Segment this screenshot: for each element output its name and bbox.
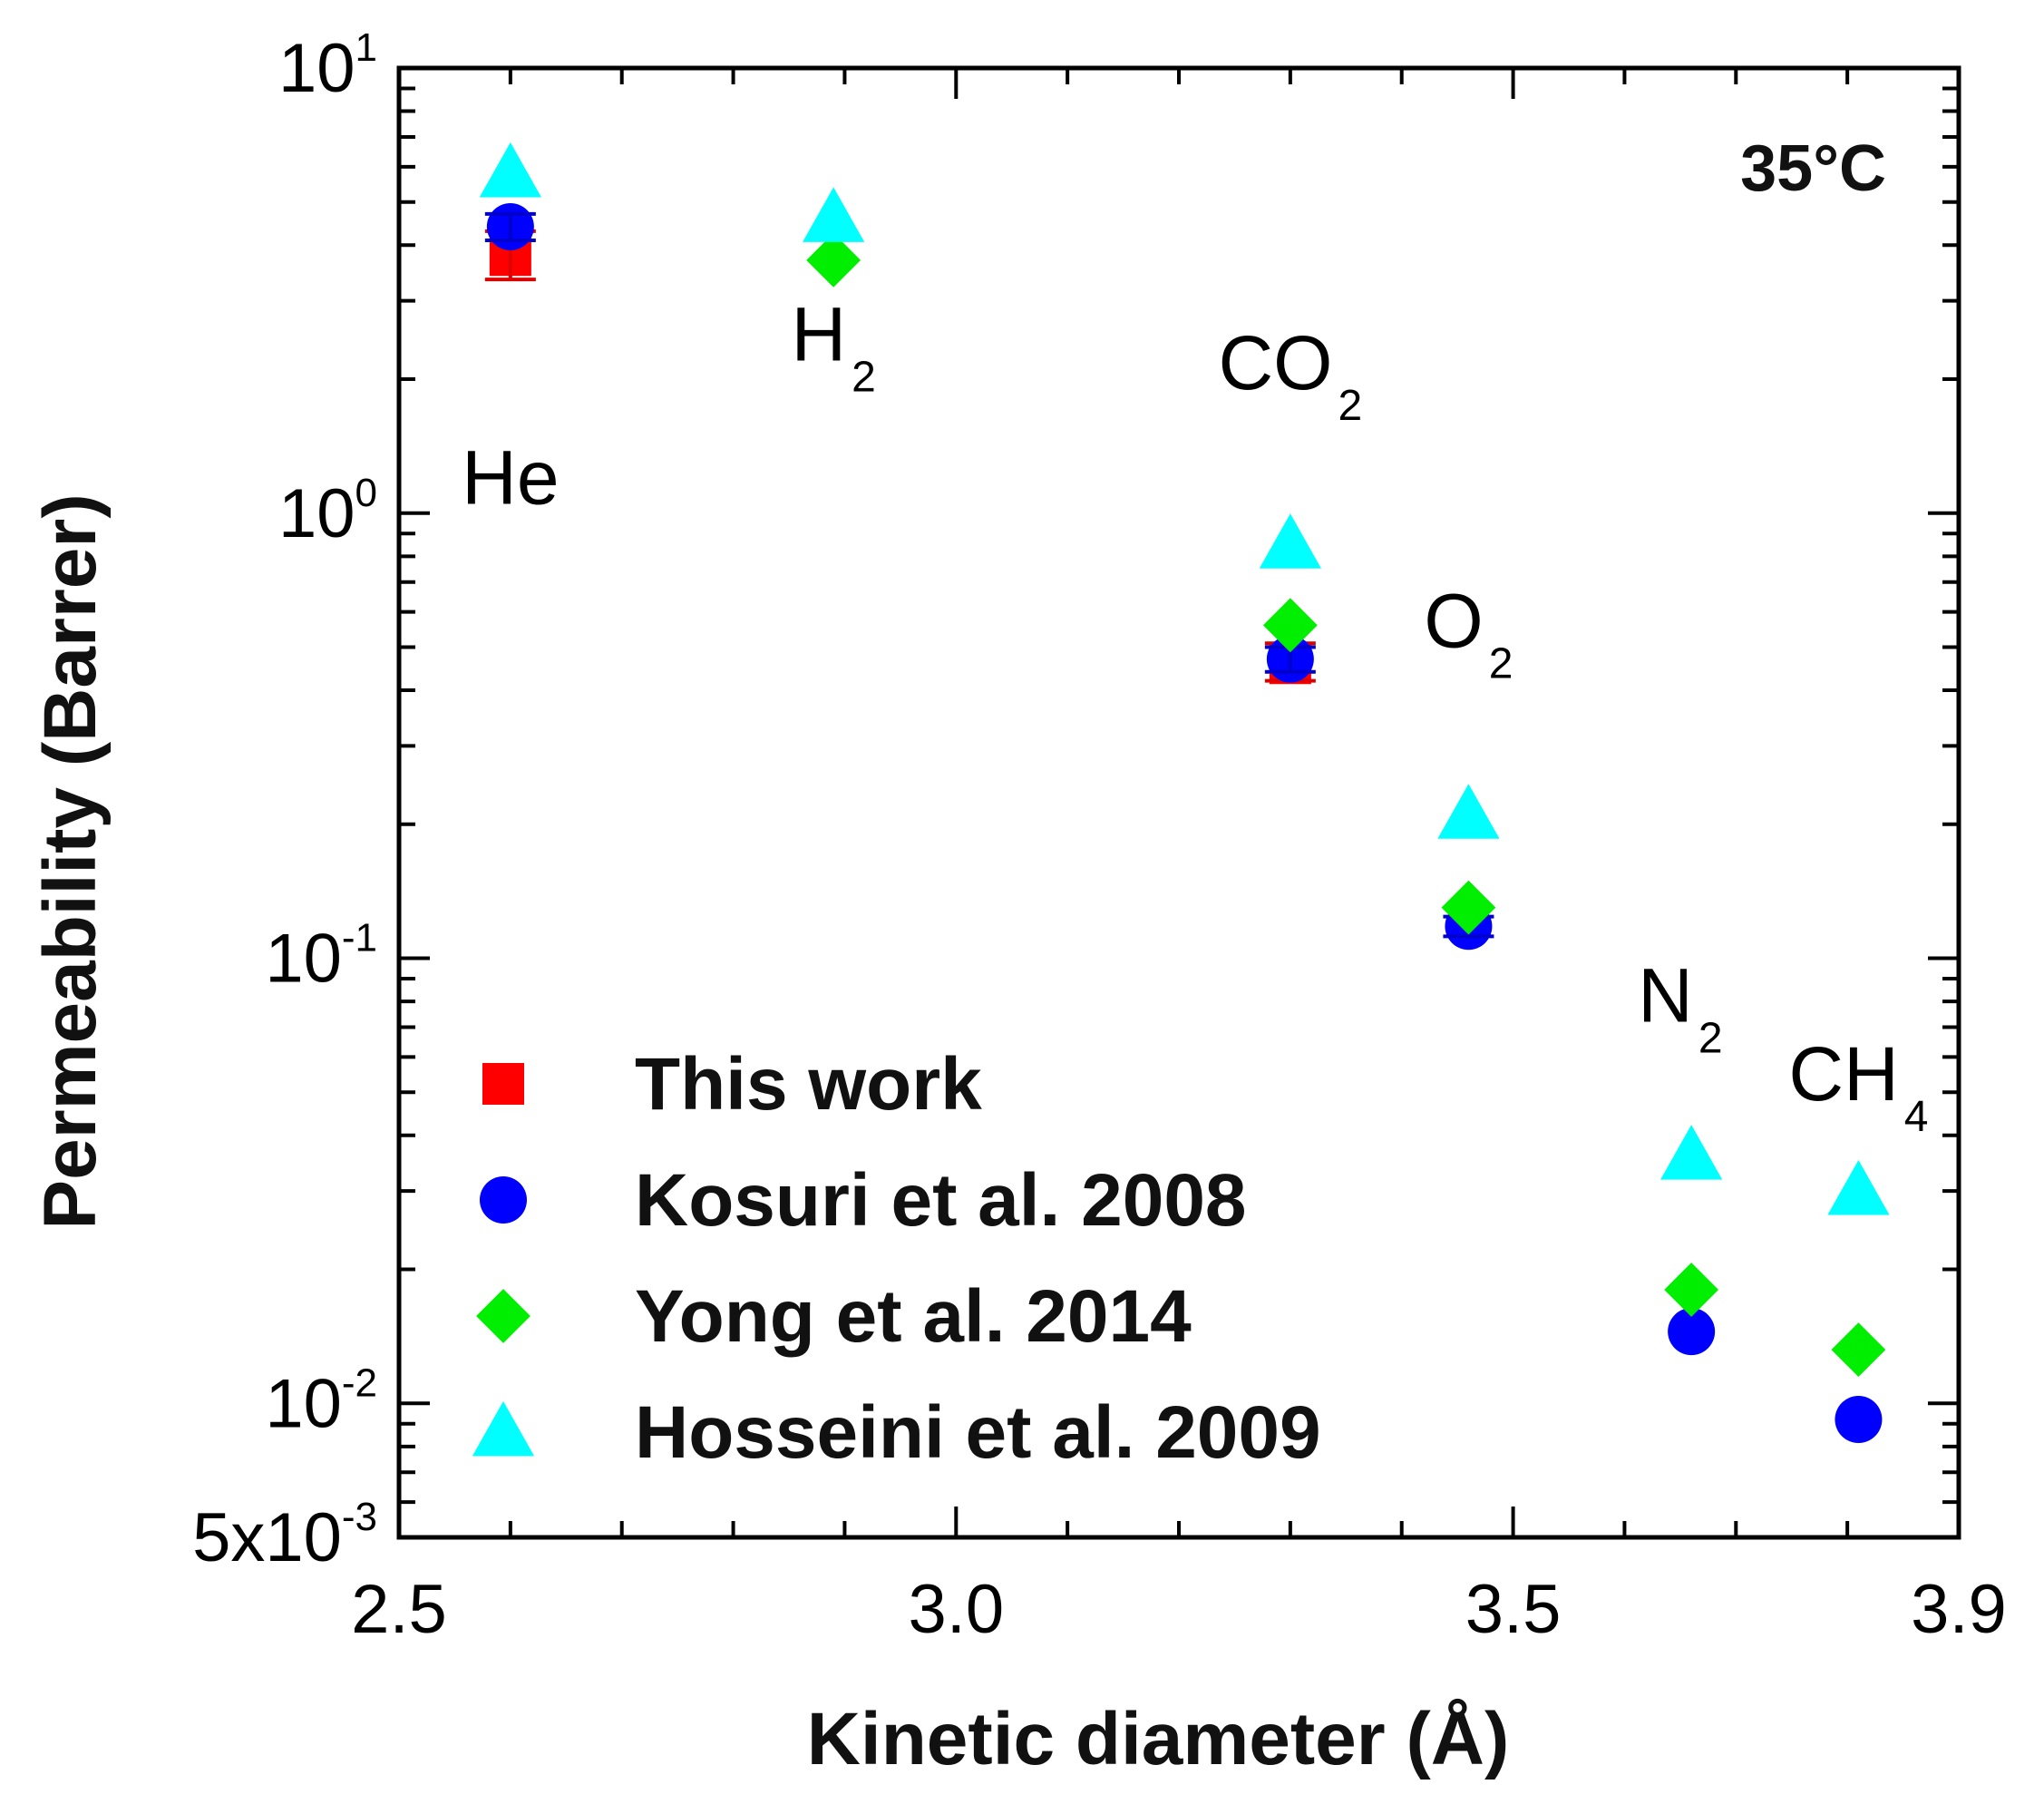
legend-label: Kosuri et al. 2008 [635,1159,1247,1242]
y-tick-label: 10-1 [265,916,377,998]
legend: This work Kosuri et al. 2008 Yong et al. 2… [472,1043,1321,1474]
data-point [1262,598,1318,653]
x-tick-label: 3.5 [1465,1571,1562,1648]
legend-marker [472,1400,535,1457]
x-tick-label: 2.5 [351,1571,447,1648]
gas-label-co2: CO2 [1219,320,1363,430]
x-axis-title: Kinetic diameter (Å) [807,1698,1510,1780]
data-point [1668,1308,1716,1356]
temperature-annotation: 35°C [1740,132,1886,205]
y-tick-label: 10-2 [265,1360,377,1442]
y-tick-label: 5x10-3 [192,1495,377,1576]
legend-label: Yong et al. 2014 [635,1275,1192,1358]
gas-label-he: He [462,434,559,520]
data-point [803,187,865,242]
x-tick-label: 3.9 [1911,1571,2007,1648]
x-axis-ticks: 2.5 3.0 3.5 3.9 [351,68,2007,1648]
data-point [806,233,861,288]
data-point [1437,784,1500,839]
y-tick-label: 101 [278,25,377,107]
legend-marker [482,1063,524,1105]
gas-labels: He H2 CO2 O2 N2 CH4 [462,292,1928,1141]
data-point [1441,880,1496,935]
data-point [1664,1263,1719,1317]
y-tick-label: 100 [278,471,377,552]
data-point [1660,1125,1723,1180]
x-tick-label: 3.0 [908,1571,1004,1648]
series-3 [479,141,1890,1215]
series-2 [806,233,1886,1377]
y-axis-ticks: 101 100 10-1 10-2 5x10-3 [192,25,1959,1576]
y-axis-title: Permeability (Barrer) [29,493,112,1229]
data-point [1831,1322,1886,1377]
legend-label: This work [635,1043,982,1126]
gas-label-ch4: CH4 [1788,1031,1928,1141]
data-point [479,141,541,198]
gas-label-o2: O2 [1424,578,1513,687]
data-point [1259,513,1321,569]
data-point [1835,1396,1883,1444]
gas-label-n2: N2 [1638,953,1722,1063]
gas-label-h2: H2 [791,292,875,402]
data-point [1827,1160,1890,1215]
data-markers [479,141,1890,1444]
legend-label: Hosseini et al. 2009 [635,1391,1321,1474]
legend-marker [480,1176,527,1224]
legend-marker [476,1289,530,1343]
